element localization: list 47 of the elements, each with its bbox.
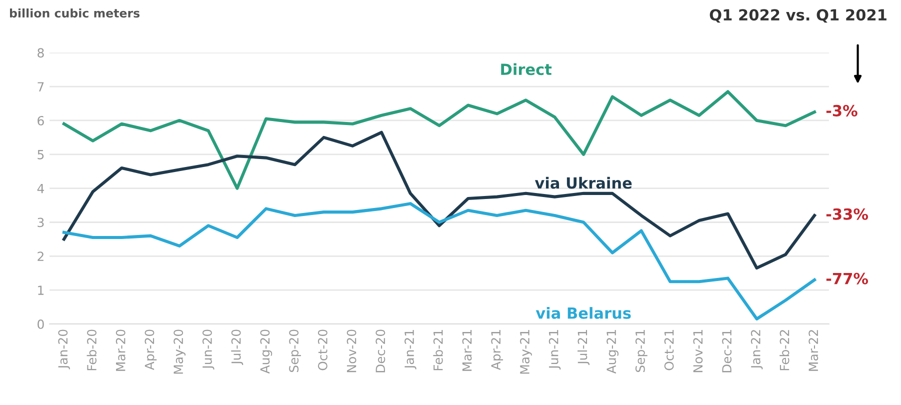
y-tick-label: 2 xyxy=(38,252,44,261)
x-tick-label: Aug-21 xyxy=(606,330,618,374)
text: via Belarus xyxy=(536,307,631,319)
line-series xyxy=(62,90,816,190)
y-tick-label: 3 xyxy=(38,218,44,228)
x-tick-label: Jul-20 xyxy=(231,330,244,366)
series-label: via Ukraine xyxy=(534,176,632,189)
annotation: -77% xyxy=(826,272,868,284)
annotation: -3% xyxy=(826,104,858,116)
line-series xyxy=(62,130,816,270)
x-tick-label: Apr-20 xyxy=(144,330,157,370)
x-tick-label: Nov-20 xyxy=(346,330,356,372)
x-tick-label: Sep-21 xyxy=(635,330,648,372)
x-tick-label: Dec-20 xyxy=(376,330,386,372)
x-tick-label: Jul-21 xyxy=(578,330,590,366)
x-tick-label: Jan-21 xyxy=(404,330,416,370)
x-tick-label: Feb-20 xyxy=(86,330,96,370)
y-tick-label: 6 xyxy=(38,116,44,126)
x-tick-label: Jun-21 xyxy=(548,330,561,370)
x-tick-label: Sep-20 xyxy=(289,330,301,372)
x-tick-label: Oct-21 xyxy=(664,330,674,370)
x-tick-label: Jan-20 xyxy=(58,330,70,370)
y-tick-label: 1 xyxy=(38,286,44,295)
x-tick-label: May-20 xyxy=(174,330,186,374)
x-tick-label: Feb-21 xyxy=(433,330,443,370)
x-tick-label: Mar-20 xyxy=(116,330,126,371)
x-tick-label: Jun-20 xyxy=(202,330,214,370)
y-tick-label: 8 xyxy=(38,48,44,58)
x-tick-label: Aug-20 xyxy=(260,330,272,374)
text: Q1 2022 vs. Q1 2021 xyxy=(710,9,886,23)
y-tick-label: 0 xyxy=(38,319,44,329)
text: Direct xyxy=(501,63,552,76)
x-tick-label: Jan-22 xyxy=(750,330,763,370)
x-tick-label: Feb-22 xyxy=(780,330,790,370)
x-tick-label: Oct-20 xyxy=(318,330,328,370)
y-axis-title: billion cubic meters xyxy=(10,8,140,18)
x-tick-label: Nov-21 xyxy=(693,330,703,372)
x-tick-label: Apr-21 xyxy=(491,330,504,370)
x-tick-label: Dec-21 xyxy=(722,330,732,372)
x-tick-label: Mar-22 xyxy=(808,330,818,371)
x-tick-label: Mar-21 xyxy=(462,330,472,371)
line-series xyxy=(62,202,816,320)
x-tick-label: May-21 xyxy=(520,330,532,374)
annotation: -33% xyxy=(826,208,868,220)
y-tick-label: 4 xyxy=(37,184,44,194)
y-tick-label: 7 xyxy=(38,82,44,92)
y-tick-label: 5 xyxy=(38,150,44,160)
